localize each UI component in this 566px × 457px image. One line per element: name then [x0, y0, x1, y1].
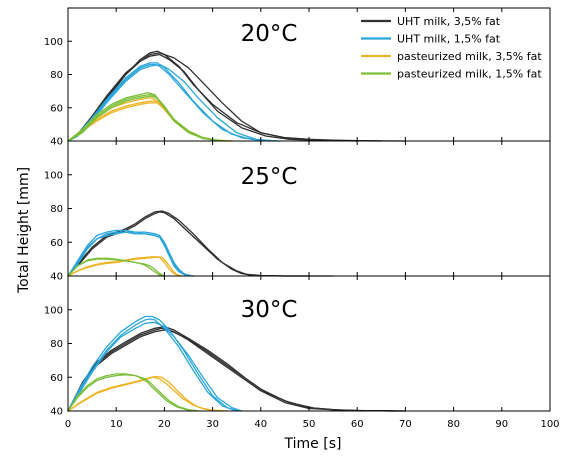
- y-tick-label-0-0: 40: [50, 137, 63, 148]
- panel-title-2: 30°C: [241, 297, 298, 323]
- x-tick-label-7: 70: [399, 419, 412, 430]
- series-line-0-0-0: [67, 50, 407, 142]
- series-line-1-1-1: [67, 229, 190, 277]
- y-tick-label-2-0: 40: [50, 407, 63, 418]
- x-tick-label-8: 80: [447, 419, 460, 430]
- x-tick-label-3: 30: [206, 419, 219, 430]
- legend-label-2: pasteurized milk, 3,5% fat: [397, 50, 542, 63]
- series-1-2: [67, 255, 182, 277]
- series-line-2-3-1: [67, 373, 197, 412]
- series-2-0: [67, 325, 407, 412]
- x-tick-label-1: 10: [110, 419, 123, 430]
- series-2-3: [67, 373, 199, 412]
- series-line-0-3-1: [67, 92, 228, 142]
- series-line-2-1-2: [67, 321, 243, 412]
- series-line-0-1-1: [67, 62, 272, 142]
- panel-frame-1: [67, 140, 551, 277]
- x-axis-label: Time [s]: [284, 436, 342, 452]
- series-line-2-0-0: [67, 327, 407, 412]
- series-0-0: [67, 50, 407, 142]
- series-line-1-1-2: [67, 231, 194, 277]
- series-line-0-3-2: [67, 95, 223, 142]
- legend: UHT milk, 3,5% fat UHT milk, 1,5% fat past…: [361, 15, 542, 81]
- series-1-0: [67, 210, 334, 277]
- series-2-2: [67, 375, 228, 412]
- y-tick-label-2-3: 100: [44, 305, 63, 316]
- series-1-3: [67, 257, 166, 277]
- panel-frame-2: [67, 275, 551, 412]
- panel-1: 40 60 80 100 25°C: [44, 140, 551, 283]
- legend-label-3: pasteurized milk, 1,5% fat: [397, 68, 542, 81]
- series-line-1-3-1: [67, 257, 163, 277]
- series-line-2-0-1: [67, 325, 407, 412]
- x-tick-label-10: 100: [540, 419, 559, 430]
- x-tick-label-2: 20: [158, 419, 171, 430]
- series-line-1-0-1: [67, 210, 310, 277]
- series-line-0-0-1: [67, 53, 382, 142]
- x-tick-label-4: 40: [254, 419, 267, 430]
- y-axis-label: Total Height [mm]: [16, 167, 32, 294]
- x-tick-label-5: 50: [303, 419, 316, 430]
- y-tick-label-1-0: 40: [50, 272, 63, 283]
- series-line-2-2-1: [67, 375, 228, 412]
- series-line-1-2-1: [67, 255, 182, 277]
- series-0-3: [67, 92, 228, 142]
- y-tick-label-1-2: 80: [50, 204, 63, 215]
- y-tick-label-0-3: 100: [44, 37, 63, 48]
- x-tick-label-6: 60: [351, 419, 364, 430]
- series-0-1: [67, 62, 281, 142]
- series-line-2-1-0: [67, 318, 243, 412]
- y-tick-label-2-2: 80: [50, 339, 63, 350]
- x-tick-label-9: 90: [495, 419, 508, 430]
- legend-label-1: UHT milk, 1,5% fat: [397, 33, 501, 46]
- series-2-1: [67, 315, 243, 412]
- chart-panels: 40 60 80 100 20°C 40 60 80 100 25°C 40 60 80 100 30°C 0…: [44, 7, 560, 430]
- y-tick-label-1-1: 60: [50, 238, 63, 249]
- series-1-1: [67, 229, 194, 277]
- y-tick-label-2-1: 60: [50, 373, 63, 384]
- series-line-1-0-0: [67, 211, 334, 277]
- x-tick-label-0: 0: [65, 419, 71, 430]
- y-tick-label-0-1: 60: [50, 103, 63, 114]
- series-line-1-2-0: [67, 256, 180, 277]
- panel-2: 40 60 80 100 30°C: [44, 275, 551, 418]
- panel-title-0: 20°C: [241, 21, 298, 47]
- series-line-2-1-1: [67, 315, 238, 412]
- legend-label-0: UHT milk, 3,5% fat: [397, 15, 501, 28]
- series-line-2-0-2: [67, 329, 397, 412]
- panel-title-1: 25°C: [241, 164, 298, 190]
- panel-0: 40 60 80 100 20°C: [44, 7, 551, 148]
- y-tick-label-1-3: 100: [44, 170, 63, 181]
- y-tick-label-0-2: 80: [50, 70, 63, 81]
